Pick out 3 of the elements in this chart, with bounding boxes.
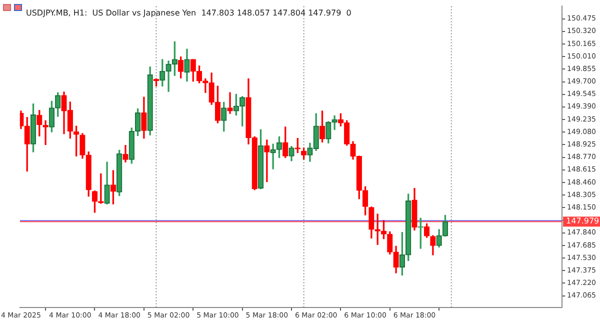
chart-title: USDJPY.MB, H1: US Dollar vs Japanese Yen 147.803 148.057 147.804 147.979 0 [26,8,352,18]
ref-line-label: 147.979 [566,216,600,226]
candlestick [227,92,233,114]
